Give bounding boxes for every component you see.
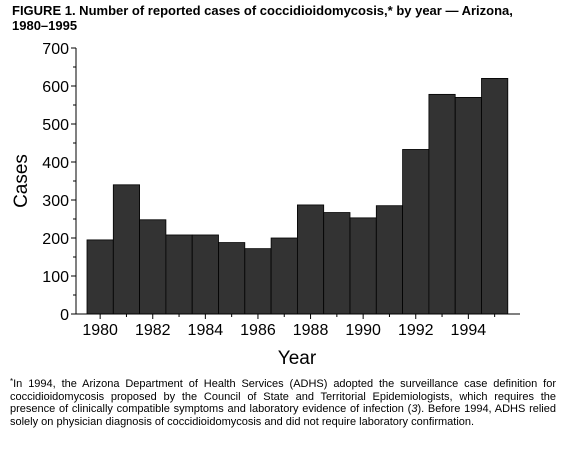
y-tick-label: 400 — [42, 155, 69, 172]
bar-1980 — [86, 239, 114, 315]
y-axis-ticks: 0 100 200 300 400 500 600 700 — [42, 41, 76, 324]
x-tick-label: 1992 — [398, 322, 434, 339]
bar-1990 — [349, 217, 377, 315]
bar-1995 — [481, 78, 509, 315]
bar-1989 — [323, 212, 351, 315]
bar-1993 — [428, 93, 456, 315]
bar-1991 — [375, 205, 403, 315]
y-tick-label: 700 — [42, 41, 69, 58]
bar-1986 — [244, 248, 272, 315]
y-tick-label: 0 — [60, 307, 69, 324]
footnote-text-part-2: ). Before 1994, ADHS relied solely on ph… — [10, 403, 556, 428]
x-axis-ticks: 1980 1982 1984 1986 1988 1990 1992 1994 — [82, 314, 496, 339]
footnote: *In 1994, the Arizona Department of Heal… — [10, 378, 556, 428]
bar-1988 — [296, 204, 325, 315]
bar-1992 — [402, 149, 430, 315]
x-tick-label: 1994 — [451, 322, 487, 339]
figure-title-line-1: FIGURE 1. Number of reported cases of co… — [12, 3, 513, 18]
x-tick-label: 1984 — [188, 322, 224, 339]
x-axis-title: Year — [278, 348, 317, 369]
x-tick-label: 1988 — [293, 322, 329, 339]
y-tick-label: 600 — [42, 79, 69, 96]
y-tick-label: 100 — [42, 269, 69, 286]
bar-1985 — [218, 242, 246, 315]
bar-1983 — [165, 234, 193, 315]
bar-1987 — [270, 237, 298, 315]
footnote-text-part-1: In 1994, the Arizona Department of Healt… — [10, 378, 556, 416]
figure-title: FIGURE 1. Number of reported cases of co… — [12, 3, 557, 33]
footnote-marker: * — [10, 377, 14, 386]
y-tick-label: 200 — [42, 231, 69, 248]
footnote-reference: 3 — [411, 403, 418, 416]
bar-1981 — [112, 184, 141, 315]
y-tick-label: 300 — [42, 193, 69, 210]
x-tick-label: 1986 — [240, 322, 276, 339]
x-tick-label: 1982 — [135, 322, 171, 339]
bar-1994 — [454, 97, 482, 315]
bar-1982 — [139, 219, 167, 315]
figure-title-line-2: 1980–1995 — [12, 18, 78, 33]
bar-1984 — [191, 234, 219, 315]
x-tick-label: 1980 — [82, 322, 118, 339]
bar-group — [86, 78, 509, 315]
y-axis-title: Cases — [11, 154, 32, 208]
x-tick-label: 1990 — [345, 322, 381, 339]
y-tick-label: 500 — [42, 117, 69, 134]
